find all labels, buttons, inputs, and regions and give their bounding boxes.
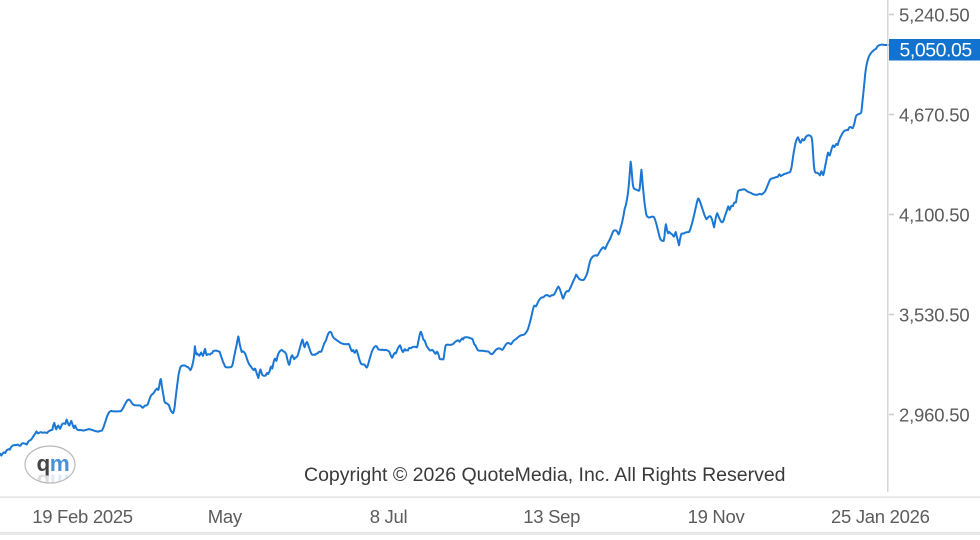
svg-text:8 Jul: 8 Jul	[370, 506, 408, 527]
svg-text:Copyright © 2026 QuoteMedia, I: Copyright © 2026 QuoteMedia, Inc. All Ri…	[304, 464, 786, 486]
svg-text:13 Sep: 13 Sep	[523, 506, 580, 527]
svg-text:25 Jan 2026: 25 Jan 2026	[831, 506, 930, 527]
svg-text:5,050.05: 5,050.05	[900, 40, 973, 62]
svg-text:19 Feb 2025: 19 Feb 2025	[32, 506, 133, 527]
svg-text:qm: qm	[37, 451, 70, 476]
svg-text:4,670.50: 4,670.50	[899, 104, 969, 125]
svg-text:2,960.50: 2,960.50	[899, 404, 969, 425]
svg-text:4,100.50: 4,100.50	[899, 204, 969, 225]
svg-text:May: May	[208, 506, 243, 527]
svg-text:3,530.50: 3,530.50	[899, 304, 969, 325]
svg-text:19 Nov: 19 Nov	[688, 506, 746, 527]
svg-text:5,240.50: 5,240.50	[899, 4, 969, 25]
